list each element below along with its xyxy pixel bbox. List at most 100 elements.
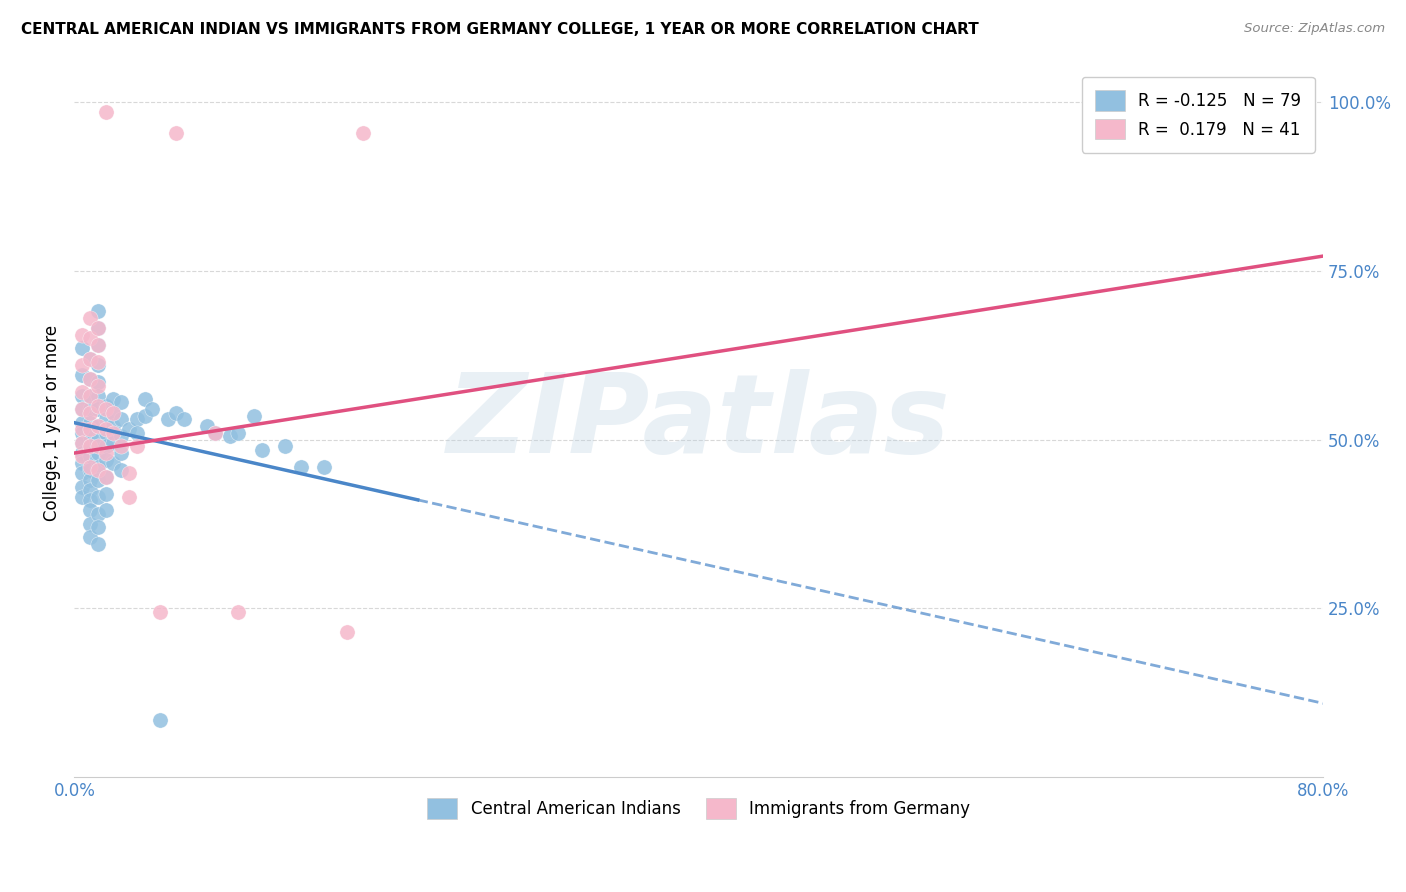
Point bbox=[79, 493, 101, 508]
Point bbox=[125, 412, 148, 426]
Point bbox=[94, 105, 117, 120]
Point bbox=[70, 359, 93, 373]
Point bbox=[87, 338, 110, 352]
Point bbox=[110, 412, 132, 426]
Point bbox=[110, 429, 132, 443]
Point bbox=[118, 467, 141, 481]
Point bbox=[79, 459, 101, 474]
Point bbox=[87, 304, 110, 318]
Point bbox=[103, 406, 125, 420]
Point bbox=[352, 126, 374, 140]
Text: ZIPatlas: ZIPatlas bbox=[447, 369, 950, 476]
Point bbox=[70, 436, 93, 450]
Point bbox=[87, 490, 110, 504]
Point bbox=[290, 459, 312, 474]
Point bbox=[87, 399, 110, 413]
Point bbox=[250, 442, 273, 457]
Point bbox=[87, 507, 110, 521]
Point bbox=[87, 375, 110, 389]
Point bbox=[243, 409, 266, 423]
Point bbox=[149, 605, 172, 619]
Point bbox=[70, 402, 93, 417]
Point bbox=[87, 359, 110, 373]
Point bbox=[274, 439, 297, 453]
Point bbox=[118, 490, 141, 504]
Point bbox=[94, 503, 117, 517]
Point bbox=[110, 463, 132, 477]
Point bbox=[103, 425, 125, 440]
Point bbox=[110, 446, 132, 460]
Point bbox=[79, 311, 101, 326]
Point bbox=[87, 321, 110, 335]
Point bbox=[118, 422, 141, 436]
Point bbox=[79, 372, 101, 386]
Point bbox=[173, 412, 195, 426]
Point bbox=[79, 416, 101, 430]
Point bbox=[204, 425, 226, 440]
Point bbox=[312, 459, 335, 474]
Point bbox=[79, 406, 101, 420]
Point bbox=[110, 395, 132, 409]
Point bbox=[87, 439, 110, 453]
Point bbox=[87, 520, 110, 534]
Point bbox=[87, 378, 110, 392]
Point bbox=[87, 355, 110, 369]
Point bbox=[79, 530, 101, 544]
Point bbox=[87, 473, 110, 487]
Point bbox=[141, 402, 163, 417]
Point bbox=[79, 429, 101, 443]
Point bbox=[79, 389, 101, 403]
Point bbox=[103, 406, 125, 420]
Point bbox=[70, 450, 93, 464]
Point bbox=[94, 425, 117, 440]
Point bbox=[134, 409, 156, 423]
Point bbox=[70, 422, 93, 436]
Point bbox=[70, 389, 93, 403]
Point bbox=[70, 456, 93, 470]
Point bbox=[70, 425, 93, 440]
Point bbox=[165, 126, 187, 140]
Point bbox=[94, 469, 117, 483]
Point bbox=[87, 463, 110, 477]
Point bbox=[79, 402, 101, 417]
Point bbox=[70, 490, 93, 504]
Text: Source: ZipAtlas.com: Source: ZipAtlas.com bbox=[1244, 22, 1385, 36]
Point bbox=[79, 503, 101, 517]
Point bbox=[94, 439, 117, 453]
Point bbox=[165, 406, 187, 420]
Point bbox=[134, 392, 156, 406]
Point bbox=[79, 450, 101, 464]
Point bbox=[226, 425, 249, 440]
Point bbox=[79, 463, 101, 477]
Point bbox=[70, 342, 93, 356]
Point bbox=[79, 372, 101, 386]
Point bbox=[110, 439, 132, 453]
Point bbox=[94, 399, 117, 413]
Point bbox=[79, 331, 101, 345]
Point bbox=[70, 480, 93, 494]
Point bbox=[79, 439, 101, 453]
Point bbox=[87, 419, 110, 434]
Point bbox=[226, 605, 249, 619]
Point bbox=[103, 392, 125, 406]
Point bbox=[79, 516, 101, 531]
Point bbox=[70, 416, 93, 430]
Point bbox=[79, 439, 101, 453]
Point bbox=[94, 402, 117, 417]
Point bbox=[94, 446, 117, 460]
Point bbox=[87, 459, 110, 474]
Point bbox=[70, 368, 93, 383]
Y-axis label: College, 1 year or more: College, 1 year or more bbox=[44, 325, 60, 521]
Point bbox=[219, 429, 242, 443]
Point bbox=[87, 537, 110, 551]
Point bbox=[103, 456, 125, 470]
Point bbox=[79, 351, 101, 366]
Point bbox=[195, 419, 218, 434]
Point bbox=[94, 469, 117, 483]
Point bbox=[156, 412, 179, 426]
Point bbox=[87, 446, 110, 460]
Point bbox=[94, 486, 117, 500]
Point bbox=[79, 422, 101, 436]
Point bbox=[79, 389, 101, 403]
Point bbox=[87, 433, 110, 447]
